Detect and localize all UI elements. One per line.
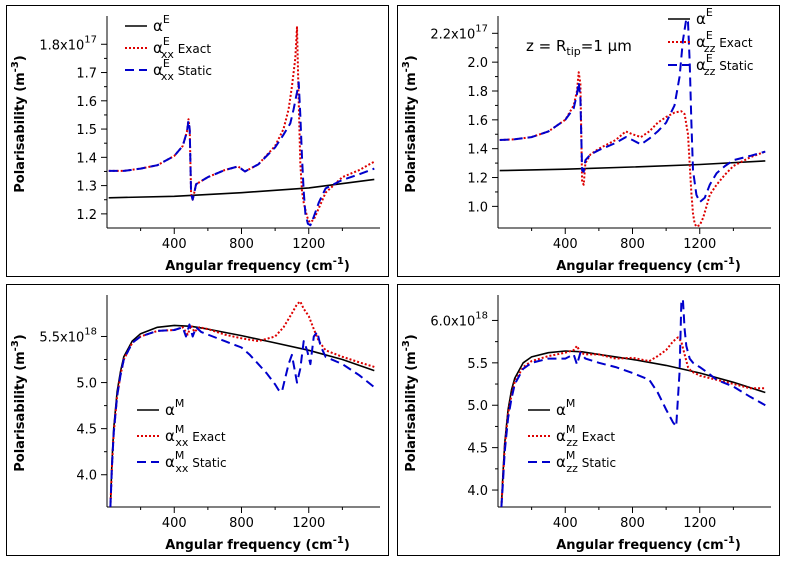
x-tick-label: 1200: [683, 237, 716, 252]
series-line-1: [499, 71, 766, 228]
y-axis-label: Polarisability (m-3): [10, 55, 28, 193]
y-axis-label: Polarisability (m-3): [401, 55, 419, 193]
y-axis-label: Polarisability (m-3): [401, 334, 419, 472]
legend-entry-1: αM xx Exact: [165, 423, 226, 449]
x-axis-label: Angular frequency (cm-1): [556, 535, 741, 553]
legend-entry-0: αE: [153, 13, 170, 35]
panel-top-left: 400 800 1200 1.2 1.3 1.4 1.5 1.6 1.7 1.8x1017 Angu…: [6, 5, 389, 277]
y-tick-label: 1.5: [76, 123, 97, 138]
y-tick-label: 1.2: [467, 172, 488, 187]
legend-entry-2: αE xx Static: [153, 57, 212, 83]
panel-bottom-left: 400 800 1200 4.0 4.5 5.0 5.5x1018 Angular frequ…: [6, 284, 389, 556]
legend-entry-2: αE zz Static: [696, 52, 754, 78]
y-axis-label: Polarisability (m-3): [10, 334, 28, 472]
legend-entry-2: αM zz Static: [556, 449, 616, 475]
x-tick-label: 400: [162, 237, 187, 252]
legend-entry-0: αM: [165, 397, 184, 419]
series-line-2: [109, 323, 375, 507]
y-tick-label: 1.6: [76, 95, 97, 110]
x-tick-label: 800: [229, 237, 254, 252]
panel-top-right: 400 800 1200 1.0 1.2 1.4 1.6 1.8 2.0 2.2x1017 Angu…: [397, 5, 780, 277]
x-axis-label: Angular frequency (cm-1): [165, 256, 350, 274]
y-tick-label: 2.0: [467, 56, 488, 71]
chart-bottom-left: 400 800 1200 4.0 4.5 5.0 5.5x1018 Angular frequ…: [10, 295, 380, 553]
x-axis-label: Angular frequency (cm-1): [556, 256, 741, 274]
y-tick-label: 1.0: [467, 200, 488, 215]
legend-entry-1: αE xx Exact: [153, 35, 211, 61]
y-tick-label: 6.0x1018: [430, 310, 488, 329]
y-tick-label: 4.0: [76, 469, 97, 484]
y-tick-label: 1.6: [467, 114, 488, 129]
y-tick-label: 5.0: [76, 377, 97, 392]
series-line-0: [109, 324, 375, 507]
series-line-2: [499, 17, 766, 203]
series-line-0: [108, 178, 375, 199]
y-tick-label: 1.7: [76, 67, 97, 82]
y-tick-label: 5.5x1018: [39, 326, 97, 345]
x-tick-label: 400: [553, 237, 578, 252]
y-tick-label: 1.8: [467, 85, 488, 100]
legend-entry-0: αE: [696, 6, 713, 28]
series-line-0: [499, 160, 766, 172]
legend-entry-2: αM xx Static: [165, 449, 227, 475]
series-line-1: [108, 26, 375, 224]
y-tick-label: 4.5: [467, 442, 488, 457]
panel-bottom-right: 400 800 1200 4.0 4.5 5.0 5.5 6.0x1018 Angular fr…: [397, 284, 780, 556]
legend-entry-1: αE zz Exact: [696, 29, 753, 55]
series-line-2: [500, 298, 766, 507]
y-tick-label: 1.8x1017: [39, 34, 97, 53]
y-tick-label: 4.0: [467, 484, 488, 499]
legend-entry-1: αM zz Exact: [556, 423, 615, 449]
y-tick-label: 1.3: [76, 180, 97, 195]
x-tick-label: 800: [229, 516, 254, 531]
chart-bottom-right: 400 800 1200 4.0 4.5 5.0 5.5 6.0x1018 Angular fr…: [401, 295, 771, 553]
y-tick-label: 1.4: [467, 143, 488, 158]
chart-top-left: 400 800 1200 1.2 1.3 1.4 1.5 1.6 1.7 1.8x1017 Angu…: [10, 13, 380, 274]
chart-top-right: 400 800 1200 1.0 1.2 1.4 1.6 1.8 2.0 2.2x1017 Angu…: [401, 6, 771, 274]
series-line-0: [500, 350, 766, 507]
series-line-2: [108, 81, 375, 227]
x-tick-label: 1200: [683, 516, 716, 531]
y-tick-label: 5.5: [467, 357, 488, 372]
series-line-1: [500, 336, 766, 507]
x-tick-label: 1200: [292, 516, 325, 531]
x-tick-label: 800: [620, 516, 645, 531]
y-tick-label: 1.2: [76, 208, 97, 223]
x-tick-label: 400: [162, 516, 187, 531]
y-tick-label: 2.2x1017: [430, 23, 488, 42]
y-tick-label: 5.0: [467, 399, 488, 414]
annotation-label: z = Rtip=1 μm: [526, 37, 632, 58]
y-tick-label: 1.4: [76, 151, 97, 166]
x-tick-label: 400: [553, 516, 578, 531]
x-tick-label: 800: [620, 237, 645, 252]
x-axis-label: Angular frequency (cm-1): [165, 535, 350, 553]
x-tick-label: 1200: [292, 237, 325, 252]
y-tick-label: 4.5: [76, 423, 97, 438]
legend-entry-0: αM: [556, 397, 575, 419]
